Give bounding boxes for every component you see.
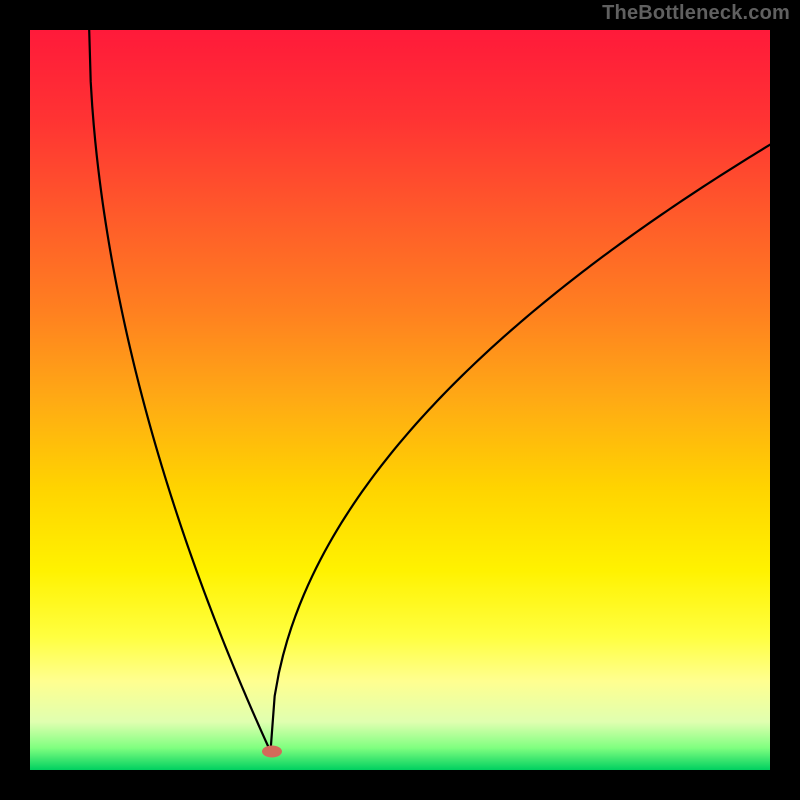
dip-marker [262,746,282,758]
plot-background [30,30,770,770]
chart-container: TheBottleneck.com [0,0,800,800]
bottleneck-chart [0,0,800,800]
watermark-text: TheBottleneck.com [602,2,790,25]
